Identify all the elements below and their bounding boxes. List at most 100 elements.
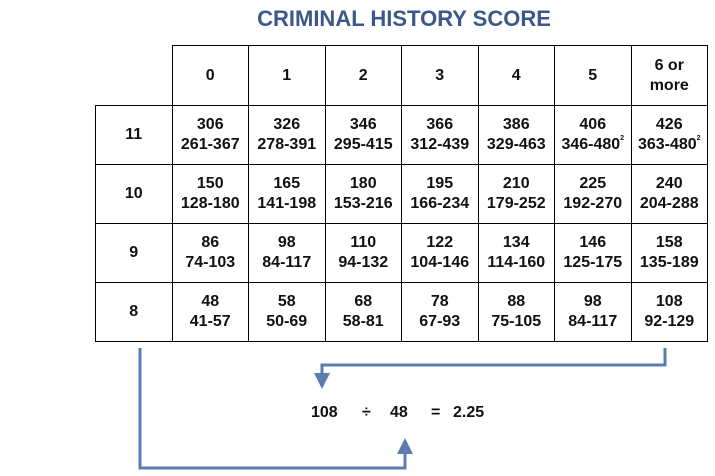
range-text: 135-189 — [639, 254, 699, 271]
cell-range: 94-132 — [326, 253, 402, 273]
cell-range: 179-252 — [479, 194, 555, 214]
cell-range: 312-439 — [402, 135, 478, 155]
cell-range: 114-160 — [479, 253, 555, 273]
footnote-mark: 2 — [696, 135, 701, 142]
cell-value: 180 — [349, 175, 377, 192]
cell-value: 108 — [655, 293, 683, 310]
arrow-line — [320, 348, 667, 374]
cell-value: 98 — [583, 293, 602, 310]
range-text: 329-463 — [486, 136, 546, 153]
cell-range: 104-146 — [402, 253, 478, 273]
cell: 134 114-160 — [477, 223, 555, 283]
range-text: 67-93 — [419, 313, 461, 330]
cell-value: 78 — [430, 293, 449, 310]
cell: 240 204-288 — [630, 164, 708, 224]
range-text: 92-129 — [644, 313, 695, 330]
cell-range: 363-4802 — [632, 135, 708, 155]
row-label: 8 — [95, 282, 173, 342]
footnote-mark: 2 — [620, 135, 625, 142]
cell-range: 295-415 — [326, 135, 402, 155]
range-text: 261-367 — [180, 136, 240, 153]
corner-cell — [95, 45, 173, 106]
cell: 426 363-4802 — [630, 105, 708, 165]
cell-value: 306 — [196, 116, 224, 133]
equation-part: ÷ — [362, 404, 371, 421]
cell-value: 88 — [507, 293, 526, 310]
cell-value: 386 — [502, 116, 530, 133]
column-header: 6 or more — [630, 45, 708, 106]
score-table: 0 1 2 3 4 5 6 or more 11 306 261-367 326 278-391 34… — [95, 45, 708, 342]
range-text: 74-103 — [185, 254, 236, 271]
column-label: 3 — [435, 66, 445, 84]
cell-range: 141-198 — [249, 194, 325, 214]
range-text: 50-69 — [266, 313, 308, 330]
table-body: 11 306 261-367 326 278-391 346 295-415 366 312-4… — [95, 105, 708, 342]
cell-value: 406 — [579, 116, 607, 133]
range-text: 204-288 — [639, 195, 699, 212]
cell: 210 179-252 — [477, 164, 555, 224]
equation-part: 108 — [311, 404, 338, 421]
cell: 146 125-175 — [554, 223, 632, 283]
cell-range: 153-216 — [326, 194, 402, 214]
equation: 108 ÷ 48 = 2.25 — [0, 404, 715, 428]
table-row: 8 48 41-57 58 50-69 68 58-81 78 67-93 88 75-105 98 8… — [95, 282, 708, 342]
cell: 158 135-189 — [630, 223, 708, 283]
range-text: 58-81 — [342, 313, 384, 330]
range-text: 192-270 — [563, 195, 623, 212]
range-text: 84-117 — [262, 254, 312, 271]
cell-range: 261-367 — [173, 135, 249, 155]
cell-value: 68 — [354, 293, 373, 310]
cell: 86 74-103 — [171, 223, 249, 283]
cell: 386 329-463 — [477, 105, 555, 165]
equation-part: 2.25 — [453, 404, 485, 421]
cell-value: 165 — [273, 175, 301, 192]
cell-value: 122 — [426, 234, 454, 251]
range-text: 153-216 — [333, 195, 393, 212]
column-label: 2 — [358, 66, 368, 84]
cell-range: 166-234 — [402, 194, 478, 214]
range-text: 125-175 — [563, 254, 623, 271]
arrow-head — [314, 373, 330, 389]
cell: 58 50-69 — [248, 282, 326, 342]
cell: 180 153-216 — [324, 164, 402, 224]
range-text: 278-391 — [257, 136, 317, 153]
column-label: 4 — [511, 66, 521, 84]
cell-value: 326 — [273, 116, 301, 133]
column-header: 1 — [248, 45, 326, 106]
range-text: 114-160 — [487, 254, 546, 271]
cell-range: 125-175 — [555, 253, 631, 273]
cell: 68 58-81 — [324, 282, 402, 342]
column-header: 5 — [554, 45, 632, 106]
cell-value: 146 — [579, 234, 607, 251]
range-text: 104-146 — [410, 254, 470, 271]
cell-range: 346-4802 — [555, 135, 631, 155]
cell: 165 141-198 — [248, 164, 326, 224]
cell-range: 41-57 — [173, 312, 249, 332]
cell-range: 92-129 — [632, 312, 708, 332]
cell-range: 58-81 — [326, 312, 402, 332]
table-row: 9 86 74-103 98 84-117 110 94-132 122 104-146 134 1… — [95, 223, 708, 283]
cell-range: 84-117 — [249, 253, 325, 273]
range-text: 141-198 — [257, 195, 317, 212]
cell-value: 346 — [349, 116, 377, 133]
equation-part: = — [431, 404, 441, 421]
cell-value: 240 — [655, 175, 683, 192]
cell-range: 204-288 — [632, 194, 708, 214]
cell-range: 75-105 — [479, 312, 555, 332]
cell: 306 261-367 — [171, 105, 249, 165]
column-label: 0 — [205, 66, 215, 84]
column-label: 6 or more — [649, 56, 689, 94]
column-header: 0 — [171, 45, 249, 106]
title: CRIMINAL HISTORY SCORE — [257, 6, 551, 31]
range-text: 363-480 — [637, 136, 697, 153]
range-text: 128-180 — [180, 195, 240, 212]
range-text: 84-117 — [568, 313, 618, 330]
cell-range: 329-463 — [479, 135, 555, 155]
arrow-head — [397, 438, 413, 454]
column-label: 1 — [282, 66, 292, 84]
cell-range: 192-270 — [555, 194, 631, 214]
cell-value: 58 — [277, 293, 296, 310]
cell-value: 426 — [655, 116, 683, 133]
cell: 110 94-132 — [324, 223, 402, 283]
